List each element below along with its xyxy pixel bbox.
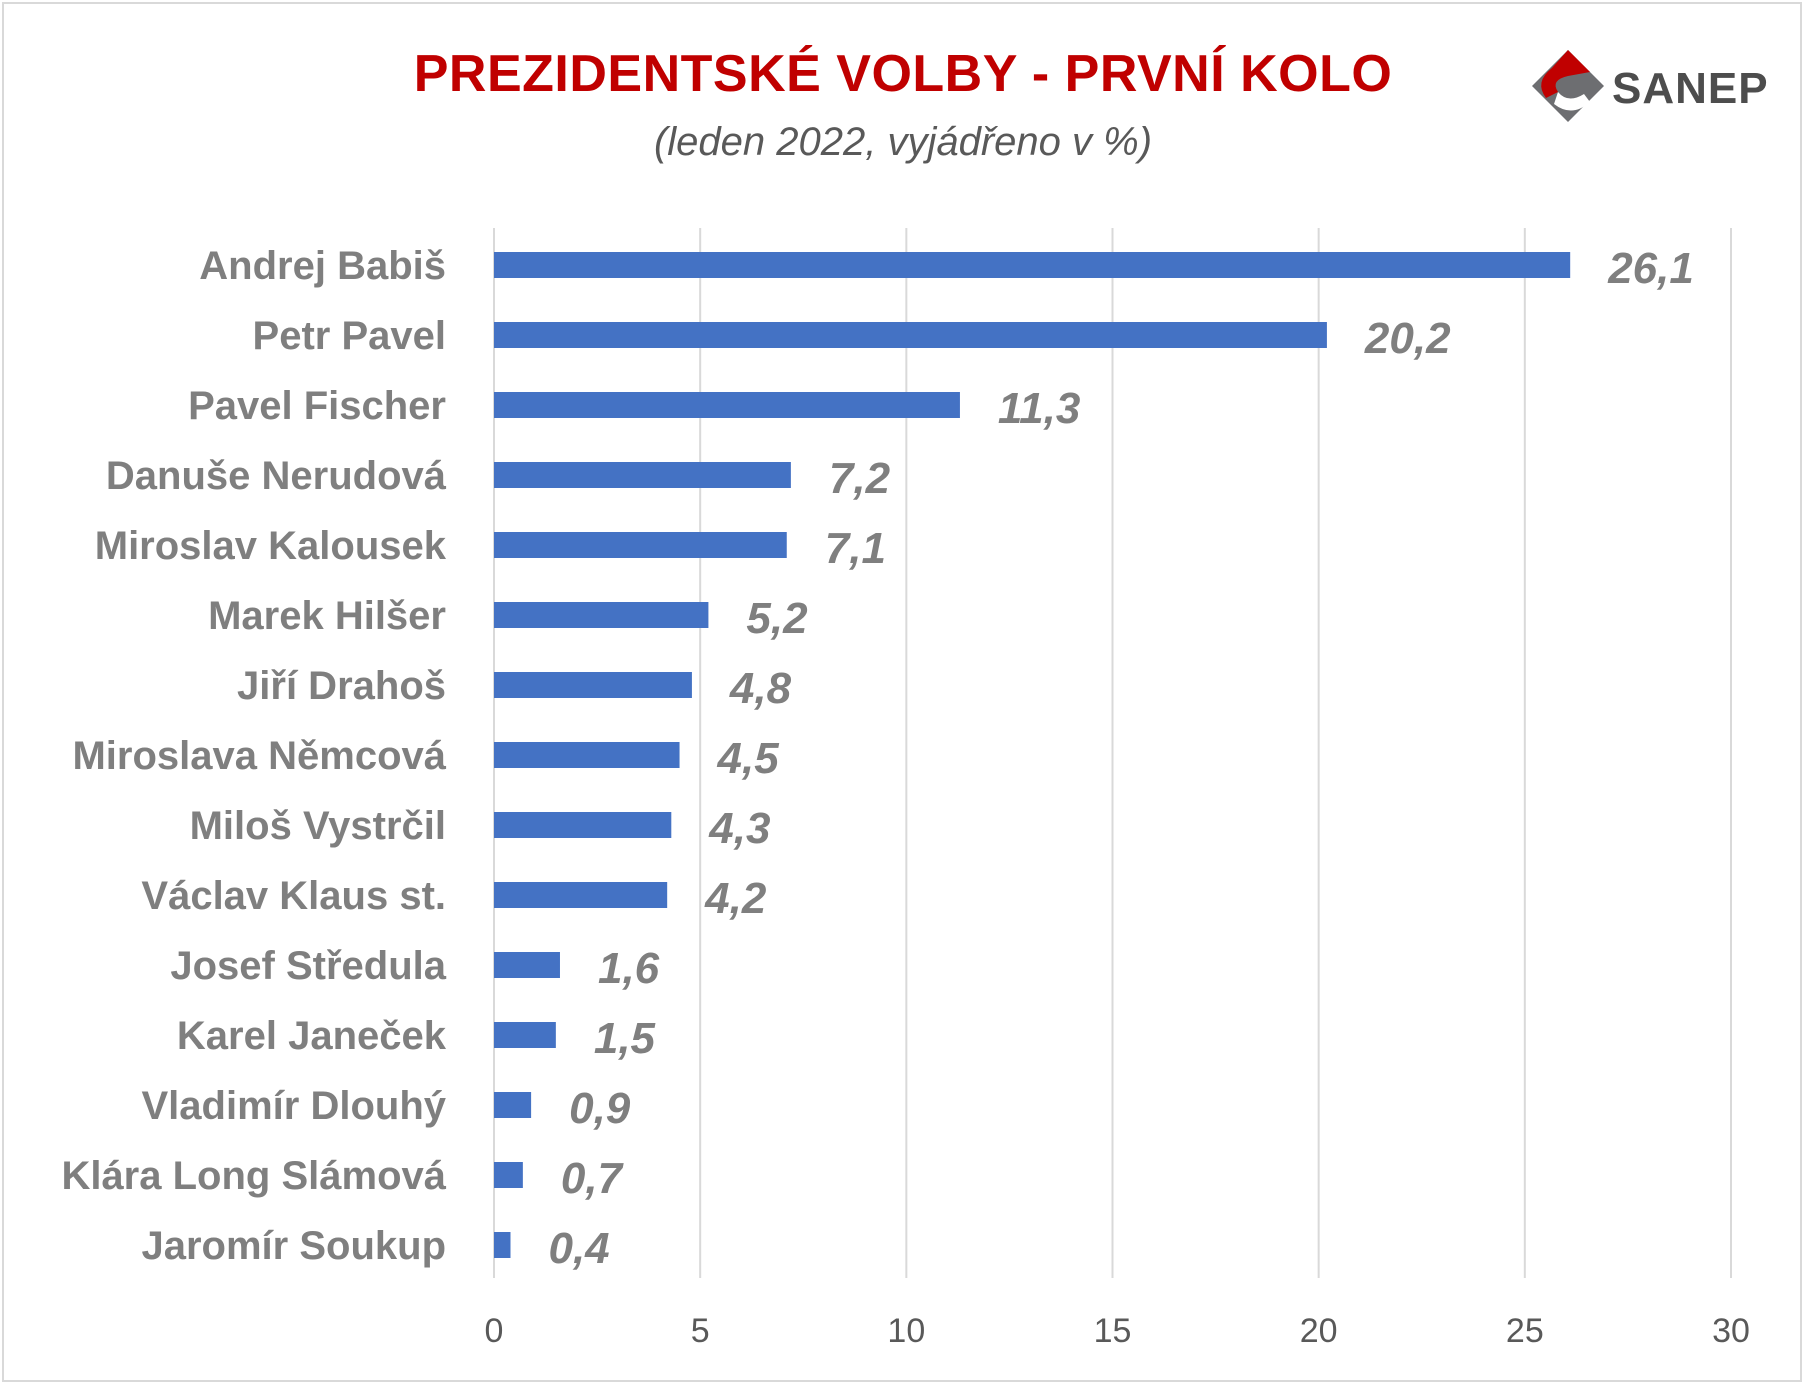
- data-label: 1,5: [594, 1014, 656, 1063]
- data-label: 0,7: [561, 1154, 625, 1203]
- data-label: 4,3: [708, 804, 770, 853]
- data-label: 4,5: [717, 734, 780, 783]
- category-label: Marek Hilšer: [208, 594, 446, 638]
- data-label: 0,9: [569, 1084, 631, 1133]
- category-label: Danuše Nerudová: [106, 454, 447, 498]
- logo-text: SANEP: [1612, 64, 1769, 113]
- bar: [494, 812, 672, 838]
- bar: [494, 742, 680, 768]
- bar: [494, 1092, 532, 1118]
- bar: [494, 252, 1571, 278]
- data-label: 20,2: [1364, 314, 1451, 363]
- sanep-logo: SANEP: [1528, 46, 1778, 136]
- x-tick-label: 30: [1712, 1312, 1750, 1350]
- data-label: 4,2: [704, 874, 767, 923]
- category-label: Václav Klaus st.: [141, 874, 446, 918]
- category-label: Pavel Fischer: [188, 384, 446, 428]
- data-label: 11,3: [998, 384, 1080, 433]
- category-label: Klára Long Slámová: [61, 1154, 446, 1198]
- x-tick-label: 25: [1506, 1312, 1544, 1350]
- data-label: 4,8: [729, 664, 792, 713]
- category-label: Andrej Babiš: [199, 244, 446, 288]
- bar: [494, 1022, 556, 1048]
- data-label: 1,6: [598, 944, 660, 993]
- category-label: Miroslav Kalousek: [95, 524, 447, 568]
- category-label: Jaromír Soukup: [141, 1224, 446, 1268]
- bar: [494, 882, 668, 908]
- chart-subtitle: (leden 2022, vyjádřeno v %): [653, 120, 1153, 164]
- bar: [494, 462, 791, 488]
- data-label: 0,4: [548, 1224, 609, 1273]
- category-label: Miloš Vystrčil: [190, 804, 446, 848]
- category-label: Vladimír Dlouhý: [142, 1084, 447, 1128]
- category-label: Josef Středula: [170, 944, 446, 988]
- x-tick-label: 0: [485, 1312, 504, 1350]
- sanep-logo-icon: [1532, 50, 1604, 122]
- category-label: Jiří Drahoš: [237, 664, 446, 708]
- bar: [494, 952, 560, 978]
- category-label: Petr Pavel: [253, 314, 446, 358]
- category-label: Miroslava Němcová: [72, 734, 446, 778]
- chart-title: PREZIDENTSKÉ VOLBY - PRVNÍ KOLO: [413, 45, 1393, 103]
- x-tick-label: 15: [1094, 1312, 1132, 1350]
- data-label: 26,1: [1607, 244, 1694, 293]
- data-label: 5,2: [746, 594, 808, 643]
- bar: [494, 532, 787, 558]
- bar: [494, 392, 960, 418]
- bar: [494, 602, 709, 628]
- bar: [494, 672, 692, 698]
- data-label: 7,2: [829, 454, 891, 503]
- x-tick-label: 5: [691, 1312, 710, 1350]
- bar: [494, 1232, 511, 1258]
- bar: [494, 322, 1327, 348]
- category-label: Karel Janeček: [177, 1014, 447, 1058]
- bar: [494, 1162, 523, 1188]
- data-label: 7,1: [825, 524, 886, 573]
- x-tick-label: 10: [887, 1312, 925, 1350]
- x-tick-label: 20: [1300, 1312, 1338, 1350]
